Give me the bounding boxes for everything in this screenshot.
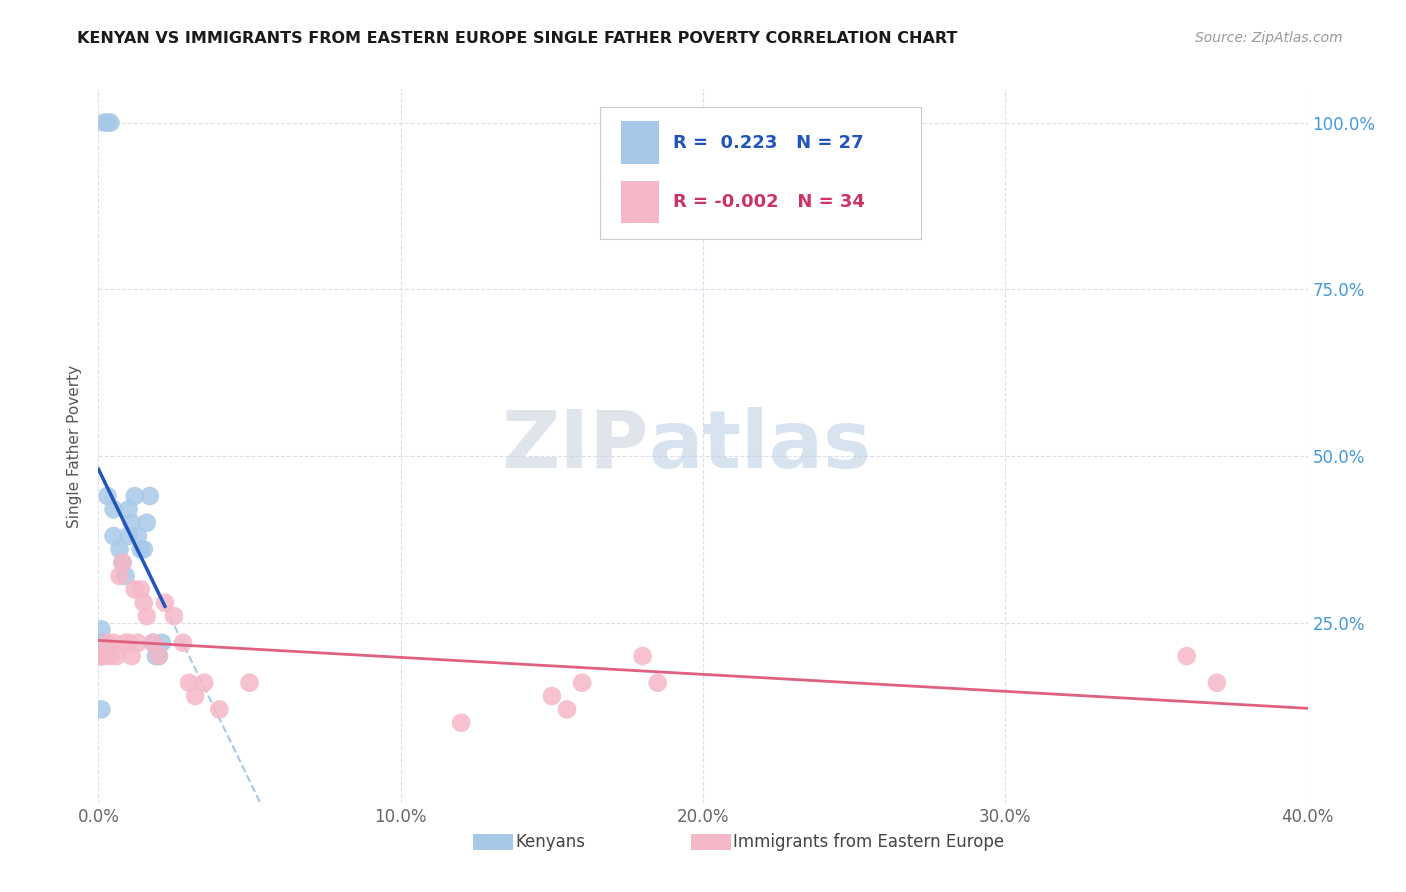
Point: [108, 569, 131, 583]
Point: [100, 115, 122, 129]
Point: [118, 502, 141, 516]
FancyBboxPatch shape: [600, 107, 921, 239]
Point: [90, 649, 112, 664]
Text: atlas: atlas: [648, 407, 872, 485]
Text: Immigrants from Eastern Europe: Immigrants from Eastern Europe: [734, 833, 1004, 851]
Point: [93, 115, 115, 129]
FancyBboxPatch shape: [621, 180, 659, 223]
FancyBboxPatch shape: [621, 121, 659, 164]
Point: [114, 636, 136, 650]
Text: R =  0.223   N = 27: R = 0.223 N = 27: [672, 134, 863, 152]
Point: [208, 702, 231, 716]
Point: [135, 516, 157, 530]
Point: [96, 115, 118, 129]
Point: [239, 675, 262, 690]
FancyBboxPatch shape: [474, 834, 513, 850]
Point: [163, 609, 186, 624]
Point: [153, 596, 176, 610]
Point: [132, 542, 155, 557]
Point: [100, 649, 122, 664]
Point: [121, 649, 143, 664]
Point: [90, 636, 112, 650]
Point: [135, 609, 157, 624]
Y-axis label: Single Father Poverty: Single Father Poverty: [67, 365, 83, 527]
Point: [121, 516, 143, 530]
Point: [148, 649, 170, 664]
Point: [118, 636, 141, 650]
Point: [1206, 675, 1229, 690]
Point: [108, 542, 131, 557]
Point: [103, 502, 125, 516]
Point: [142, 636, 165, 650]
Point: [105, 649, 128, 664]
Point: [96, 489, 118, 503]
Point: [127, 636, 149, 650]
Text: Source: ZipAtlas.com: Source: ZipAtlas.com: [1195, 31, 1343, 45]
Point: [540, 689, 562, 703]
Text: Kenyans: Kenyans: [516, 833, 585, 851]
Point: [193, 675, 215, 690]
Point: [118, 529, 141, 543]
Point: [184, 689, 207, 703]
FancyBboxPatch shape: [690, 834, 731, 850]
Point: [1175, 649, 1198, 664]
Point: [90, 623, 112, 637]
Point: [172, 636, 194, 650]
Point: [450, 715, 472, 730]
Point: [124, 489, 146, 503]
Point: [90, 649, 112, 664]
Point: [103, 636, 125, 650]
Point: [145, 649, 167, 664]
Text: R = -0.002   N = 34: R = -0.002 N = 34: [672, 193, 865, 211]
Text: KENYAN VS IMMIGRANTS FROM EASTERN EUROPE SINGLE FATHER POVERTY CORRELATION CHART: KENYAN VS IMMIGRANTS FROM EASTERN EUROPE…: [77, 31, 957, 46]
Point: [631, 649, 654, 664]
Point: [93, 649, 115, 664]
Point: [129, 542, 152, 557]
Point: [103, 529, 125, 543]
Point: [150, 636, 173, 650]
Point: [142, 636, 165, 650]
Point: [148, 649, 170, 664]
Point: [124, 582, 146, 597]
Point: [90, 649, 112, 664]
Text: ZIP: ZIP: [502, 407, 648, 485]
Point: [555, 702, 578, 716]
Point: [96, 636, 118, 650]
Point: [129, 582, 152, 597]
Point: [111, 556, 134, 570]
Point: [647, 675, 669, 690]
Point: [132, 596, 155, 610]
Point: [571, 675, 593, 690]
Point: [111, 556, 134, 570]
Point: [114, 569, 136, 583]
Point: [179, 675, 201, 690]
Point: [139, 489, 162, 503]
Point: [90, 702, 112, 716]
Point: [127, 529, 149, 543]
